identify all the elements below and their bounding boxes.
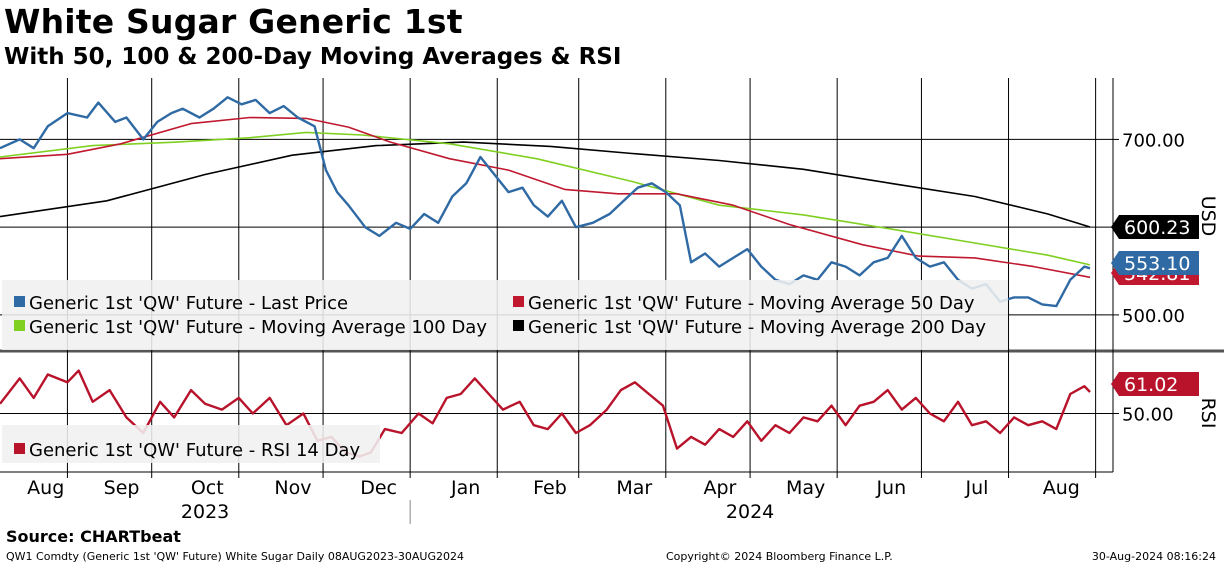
grid-lines — [0, 78, 1224, 473]
month-label: Jan — [450, 477, 480, 499]
price-line — [0, 96, 1091, 308]
price-axis-title: USD — [1197, 196, 1219, 237]
month-label: Jun — [875, 477, 906, 499]
rsi-legend-box — [2, 425, 380, 463]
month-label: Jul — [965, 477, 989, 499]
year-label-2023: 2023 — [181, 501, 229, 523]
ma200-line — [0, 141, 1091, 228]
ma50-line — [0, 116, 1091, 279]
year-label-2024: 2024 — [726, 501, 774, 523]
legend-ma50-swatch — [513, 296, 524, 307]
legend-ma100-label: Generic 1st 'QW' Future - Moving Average… — [29, 317, 487, 338]
price-tick-label: 700.00 — [1122, 130, 1185, 151]
chart-subtitle: With 50, 100 & 200-Day Moving Averages &… — [4, 44, 622, 70]
rsi-axis-title: RSI — [1197, 398, 1219, 429]
legend-price-swatch — [14, 296, 25, 307]
last-rsi-text: 61.02 — [1124, 374, 1178, 396]
axis-layer: 500.00600.00700.0050.00USDRSIAugSepOctNo… — [27, 130, 1219, 524]
series-layer — [0, 96, 1091, 458]
rsi-line — [0, 369, 1091, 458]
month-label: Oct — [191, 477, 224, 499]
legend-rsi-swatch — [14, 443, 25, 454]
price-legend-box — [2, 280, 1008, 350]
legend-layer: Generic 1st 'QW' Future - Last Price Gene… — [2, 280, 1008, 463]
last-ma200-tag — [1111, 214, 1199, 239]
month-label: Apr — [704, 477, 737, 499]
last-price-text: 553.10 — [1124, 253, 1190, 275]
chart-title: White Sugar Generic 1st — [4, 2, 463, 41]
last-price-tag — [1111, 251, 1199, 275]
month-label: Mar — [616, 477, 652, 499]
legend-ma50-label: Generic 1st 'QW' Future - Moving Average… — [528, 293, 975, 314]
legend-rsi-label: Generic 1st 'QW' Future - RSI 14 Day — [29, 440, 360, 461]
footer-ticker: QW1 Comdty (Generic 1st 'QW' Future) Whi… — [6, 550, 464, 563]
month-label: Aug — [1043, 477, 1080, 499]
month-label: Feb — [533, 477, 567, 499]
last-ma200-text: 600.23 — [1124, 217, 1190, 239]
source-note: Source: CHARTbeat — [6, 527, 181, 546]
legend-ma100-swatch — [14, 320, 25, 331]
month-label: Dec — [360, 477, 397, 499]
rsi-tick-label: 50.00 — [1122, 405, 1174, 426]
ma100-line — [0, 131, 1091, 266]
month-label: Sep — [104, 477, 140, 499]
month-label: Aug — [27, 477, 64, 499]
last-rsi-tag — [1111, 372, 1199, 396]
legend-ma200-label: Generic 1st 'QW' Future - Moving Average… — [528, 317, 986, 338]
month-label: Nov — [274, 477, 311, 499]
footer-timestamp: 30-Aug-2024 08:16:24 — [1091, 550, 1216, 563]
price-tick-label: 500.00 — [1122, 306, 1185, 327]
legend-ma200-swatch — [513, 320, 524, 331]
legend-price-label: Generic 1st 'QW' Future - Last Price — [29, 293, 348, 314]
footer-copyright: Copyright© 2024 Bloomberg Finance L.P. — [666, 550, 893, 563]
month-label: May — [786, 477, 825, 499]
